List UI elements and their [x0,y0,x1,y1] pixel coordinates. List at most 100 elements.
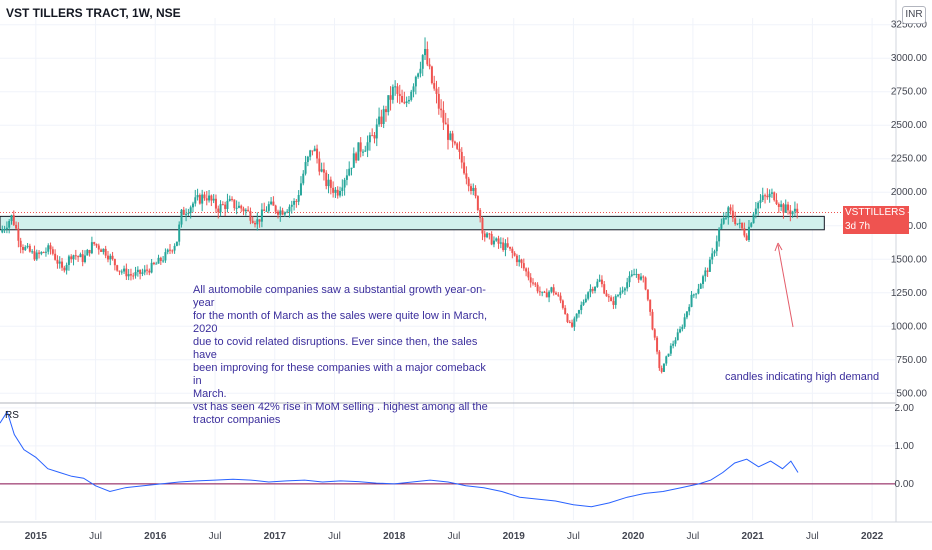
candle-body [612,301,615,305]
candle-body [679,329,682,333]
candle-body [476,196,479,210]
annotation-note[interactable]: All automobile companies saw a substanti… [193,284,488,426]
time-tick-label: 2022 [861,531,884,542]
candle-body [93,242,96,244]
price-tick-label: 1750.00 [891,221,928,232]
price-tick-label: 2000.00 [891,187,928,198]
candle-body [198,195,201,204]
candle-body [424,48,427,56]
candle-body [79,254,82,258]
candle-body [421,55,424,69]
candle-body [529,277,532,283]
time-tick-label: 2021 [742,531,765,542]
candle-body [334,189,337,193]
currency-button[interactable]: INR [902,6,926,24]
candle-body [293,200,296,205]
candle-body [577,310,580,314]
candle-body [419,68,422,74]
candle-body [304,162,307,174]
candle-body [695,293,698,295]
candle-body [764,195,767,197]
candle-body [61,261,64,268]
candle-body [681,326,684,330]
candle-body [51,249,54,254]
candle-body [136,269,139,273]
candle-body [738,222,741,224]
candle-body [642,276,645,278]
candle-body [389,95,392,100]
candle-body [532,282,535,284]
candle-body [724,217,727,219]
time-tick-label: 2016 [144,531,167,542]
price-tag-countdown: 3d 7h [845,221,871,232]
rs-axis[interactable]: 0.00 1.00 2.00 [895,403,915,490]
price-tag-value: 1848.85 [916,207,932,218]
candle-body [460,151,463,163]
candle-body [623,288,626,291]
candle-body [646,289,649,300]
candle-body [327,179,330,187]
candle-body [297,195,300,202]
annotation-arrow-note[interactable]: candles indicating high demand [725,371,880,383]
candle-body [290,204,293,207]
candle-body [208,195,211,201]
candle-body [288,206,291,212]
last-price-tag: VSTTILLERS – 1848.85 3d 7h [843,206,932,234]
candle-body [173,245,176,251]
candle-body [286,211,289,213]
candle-body [311,150,314,152]
candle-body [584,298,587,302]
candle-body [522,263,525,269]
candle-body [596,281,599,287]
candle-body [440,108,443,111]
candle-body [747,226,750,241]
time-axis[interactable]: 2015 Jul 2016 Jul 2017 Jul 2018 Jul 2019 Jul 2020 J… [25,531,884,542]
price-axis[interactable]: 500.00 750.00 1000.00 1250.00 1500.00 1750.00… [891,20,928,400]
candle-body [571,322,574,327]
candle-body [699,283,702,289]
candle-body [708,259,711,272]
candle-body [743,228,746,236]
candle-body [527,271,530,278]
candle-body [617,295,620,297]
candle-body [582,301,585,305]
candle-body [205,198,208,201]
candle-body [442,110,445,123]
candle-body [77,256,80,258]
candle-body [589,288,592,293]
candle-body [635,273,638,275]
candle-body [313,148,316,152]
candle-body [518,259,521,263]
candle-body [35,252,38,260]
candle-body [506,243,509,247]
candle-body [302,173,305,184]
candle-body [109,255,112,260]
candle-body [384,109,387,113]
candle-body [336,189,339,196]
candle-body [244,209,247,212]
candle-body [639,276,642,280]
candle-body [587,292,590,299]
candle-body [727,207,730,218]
candle-body [5,227,8,229]
price-tick-label: 2250.00 [891,154,928,165]
candle-body [24,247,27,250]
candle-body [343,179,346,188]
candle-body [775,200,778,205]
candle-body [511,248,514,253]
candle-body [104,248,107,256]
candle-body [433,83,436,89]
time-tick-label: 2017 [264,531,287,542]
candle-body [276,211,279,215]
candle-body [318,158,321,172]
candle-body [633,274,636,276]
candle-body [515,255,518,263]
candle-body [766,195,769,198]
candle-body [692,294,695,296]
candle-body [191,203,194,208]
candle-body [15,224,18,229]
candle-body [550,287,553,292]
candle-body [649,299,652,312]
indicator-label[interactable]: RS [5,410,19,421]
